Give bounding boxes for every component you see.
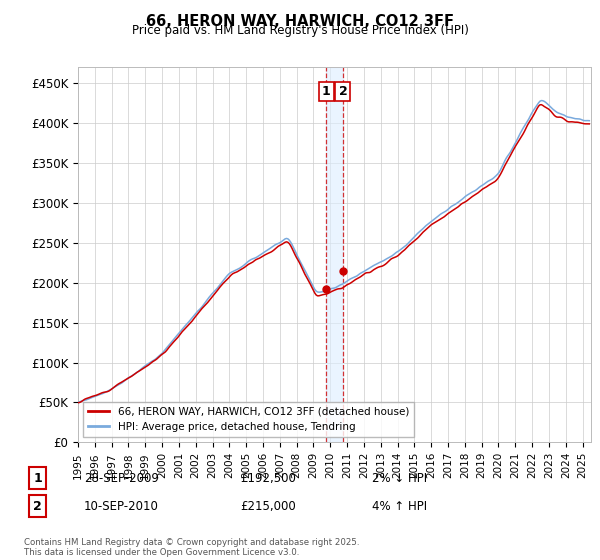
Text: 10-SEP-2010: 10-SEP-2010 [84,500,159,514]
Text: 4% ↑ HPI: 4% ↑ HPI [372,500,427,514]
Text: 1: 1 [322,85,331,97]
Text: 28-SEP-2009: 28-SEP-2009 [84,472,159,486]
Text: £192,500: £192,500 [240,472,296,486]
Text: Contains HM Land Registry data © Crown copyright and database right 2025.
This d: Contains HM Land Registry data © Crown c… [24,538,359,557]
Bar [326,67,343,442]
Text: 2: 2 [338,85,347,97]
Legend: 66, HERON WAY, HARWICH, CO12 3FF (detached house), HPI: Average price, detached : 66, HERON WAY, HARWICH, CO12 3FF (detach… [83,402,414,437]
Text: £215,000: £215,000 [240,500,296,514]
Text: 1: 1 [33,472,42,485]
Text: Price paid vs. HM Land Registry's House Price Index (HPI): Price paid vs. HM Land Registry's House … [131,24,469,37]
Text: 2: 2 [33,500,42,513]
Text: 2% ↓ HPI: 2% ↓ HPI [372,472,427,486]
Text: 66, HERON WAY, HARWICH, CO12 3FF: 66, HERON WAY, HARWICH, CO12 3FF [146,14,454,29]
